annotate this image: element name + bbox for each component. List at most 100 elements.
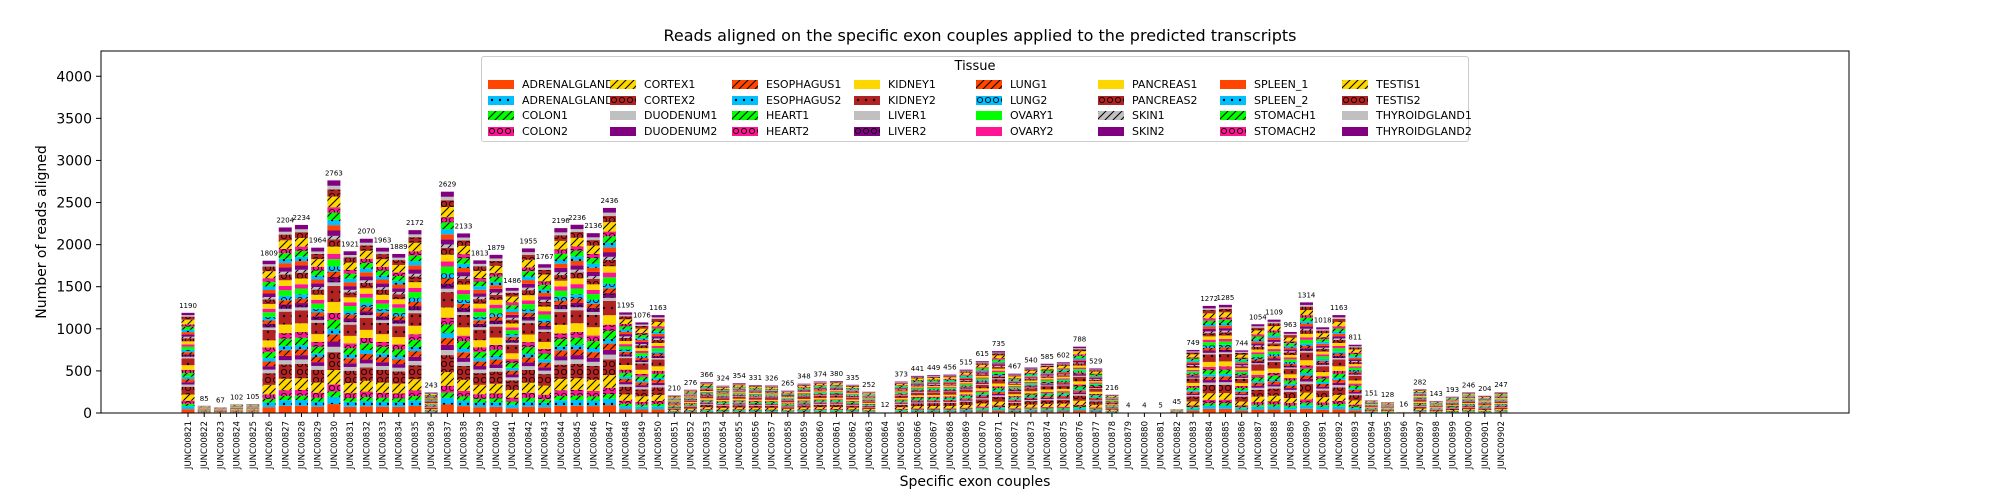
legend-item-duodenum2: DUODENUM2: [610, 124, 732, 140]
legend-swatch: [610, 126, 636, 136]
bar-segment-kidney1: [359, 329, 373, 338]
bar-segment-kidney1: [1332, 366, 1346, 371]
bar-total-label: 1486: [503, 277, 521, 285]
x-tick-label: JUNC00860: [816, 421, 826, 470]
bar-total-label: 585: [1040, 353, 1053, 361]
bar-segment-thyroidgland1: [602, 212, 616, 216]
bar-segment-cortex1: [829, 407, 843, 410]
bar-segment-thyroidgland2: [473, 260, 487, 264]
bar-segment-duodenum2: [440, 344, 454, 351]
bar-segment-stomach1: [473, 281, 487, 287]
bar-segment-heart1: [894, 400, 908, 402]
bar-segment-heart2: [684, 402, 698, 404]
bar-segment-lung1: [1413, 398, 1427, 400]
bar-segment-ovary1: [538, 314, 552, 320]
bar-segment-kidney1: [602, 315, 616, 325]
bar-segment-lung1: [586, 303, 600, 308]
bar-segment-adrenalgland2: [538, 402, 552, 408]
bar-segment-esophagus2: [570, 344, 584, 350]
bar-segment-cortex2: [489, 371, 503, 384]
bar-segment-heart1: [781, 404, 795, 405]
bar-segment-stomach2: [959, 374, 973, 376]
bar-segment-lung1: [684, 398, 698, 400]
bar-segment-adrenalgland2: [797, 410, 811, 412]
bar-segment-testis1: [1267, 326, 1281, 331]
bar-segment-duodenum1: [1332, 385, 1346, 388]
x-tick-label: JUNC00834: [395, 421, 405, 470]
bar-segment-adrenalgland2: [392, 401, 406, 407]
bar-segment-testis1: [635, 328, 649, 333]
bar-segment-colon2: [667, 410, 681, 412]
bar-segment-stomach2: [829, 384, 843, 386]
y-tick-label: 500: [65, 364, 92, 380]
bar-segment-skin2: [992, 364, 1005, 366]
bar-segment-liver2: [343, 318, 357, 323]
bar-segment-adrenalgland2: [1218, 405, 1232, 409]
bar-segment-skin2: [1332, 336, 1346, 339]
bar-segment-spleen_2: [1202, 324, 1216, 327]
bar-segment-testis1: [586, 245, 600, 254]
bar-segment-colon1: [1235, 407, 1249, 409]
bar-segment-ovary1: [1089, 383, 1103, 385]
bar-segment-lung1: [992, 375, 1005, 377]
bar-segment-stomach1: [278, 253, 292, 259]
bar-segment-duodenum1: [1008, 401, 1022, 403]
bar-segment-colon2: [1494, 410, 1508, 412]
bar-segment-ovary2: [1332, 345, 1346, 349]
bar-segment-esophagus1: [1024, 397, 1038, 400]
bar-segment-colon1: [765, 410, 779, 412]
bar-segment-lung2: [538, 319, 552, 323]
bar-segment-stomach2: [538, 281, 552, 285]
bar-segment-heart1: [1235, 387, 1249, 391]
bar-segment-duodenum2: [327, 341, 341, 347]
bar-segment-stomach1: [1105, 397, 1119, 398]
bar-segment-colon2: [1105, 410, 1119, 412]
bar-segment-duodenum1: [440, 350, 454, 356]
bar-segment-kidney1: [343, 335, 357, 344]
bar-segment-spleen_2: [684, 393, 698, 395]
bar-segment-thyroidgland1: [975, 362, 989, 364]
bar-segment-cortex1: [959, 404, 973, 408]
legend-grid: ADRENALGLAND1 ADRENALGLAND2 COLON1 COLON2 CO…: [488, 77, 1472, 140]
bar-segment-adrenalgland1: [959, 411, 973, 413]
x-tick-label: JUNC00883: [1189, 421, 1199, 470]
bar-segment-kidney2: [376, 322, 390, 335]
bar-segment-kidney2: [910, 392, 924, 396]
legend-swatch: [976, 111, 1002, 121]
bar-segment-kidney2: [1299, 352, 1313, 361]
bar-segment-stomach2: [505, 302, 519, 306]
bar-segment-kidney2: [392, 326, 406, 338]
bar-segment-thyroidgland1: [1251, 326, 1265, 328]
bar-segment-colon1: [278, 395, 292, 401]
bar-total-label: 467: [1008, 363, 1021, 371]
bar-segment-heart1: [1073, 386, 1087, 390]
bar-total-label: 210: [668, 384, 681, 392]
bar-segment-skin2: [716, 391, 730, 393]
bar-segment-colon1: [651, 403, 665, 407]
bar-segment-lung1: [1218, 347, 1232, 350]
bar-segment-ovary1: [1348, 367, 1362, 370]
bar-segment-kidney2: [1008, 391, 1022, 395]
bar-segment-cortex1: [1251, 396, 1265, 403]
bar-segment-spleen_1: [294, 261, 308, 266]
bar-segment-lung2: [586, 299, 600, 304]
x-axis-label: Specific exon couples: [900, 474, 1051, 490]
legend-label: CORTEX2: [644, 93, 696, 107]
bar-segment-ovary2: [894, 391, 908, 393]
bar-segment-heart2: [505, 359, 519, 363]
bar-segment-adrenalgland2: [894, 410, 908, 412]
y-tick-label: 1500: [56, 280, 92, 296]
bar-segment-stomach2: [440, 217, 454, 223]
bar-segment-colon2: [765, 409, 779, 411]
bar-segment-heart2: [927, 396, 941, 398]
bar-segment-colon1: [440, 392, 454, 398]
bar-segment-heart1: [1251, 377, 1265, 381]
x-tick-label: JUNC00874: [1043, 421, 1053, 470]
bar-total-label: 1955: [519, 237, 537, 245]
bar-segment-skin2: [765, 391, 779, 393]
bar-segment-testis2: [700, 383, 714, 385]
x-tick-label: JUNC00855: [735, 421, 745, 470]
bar-segment-testis1: [943, 377, 957, 380]
x-tick-label: JUNC00875: [1059, 421, 1069, 470]
